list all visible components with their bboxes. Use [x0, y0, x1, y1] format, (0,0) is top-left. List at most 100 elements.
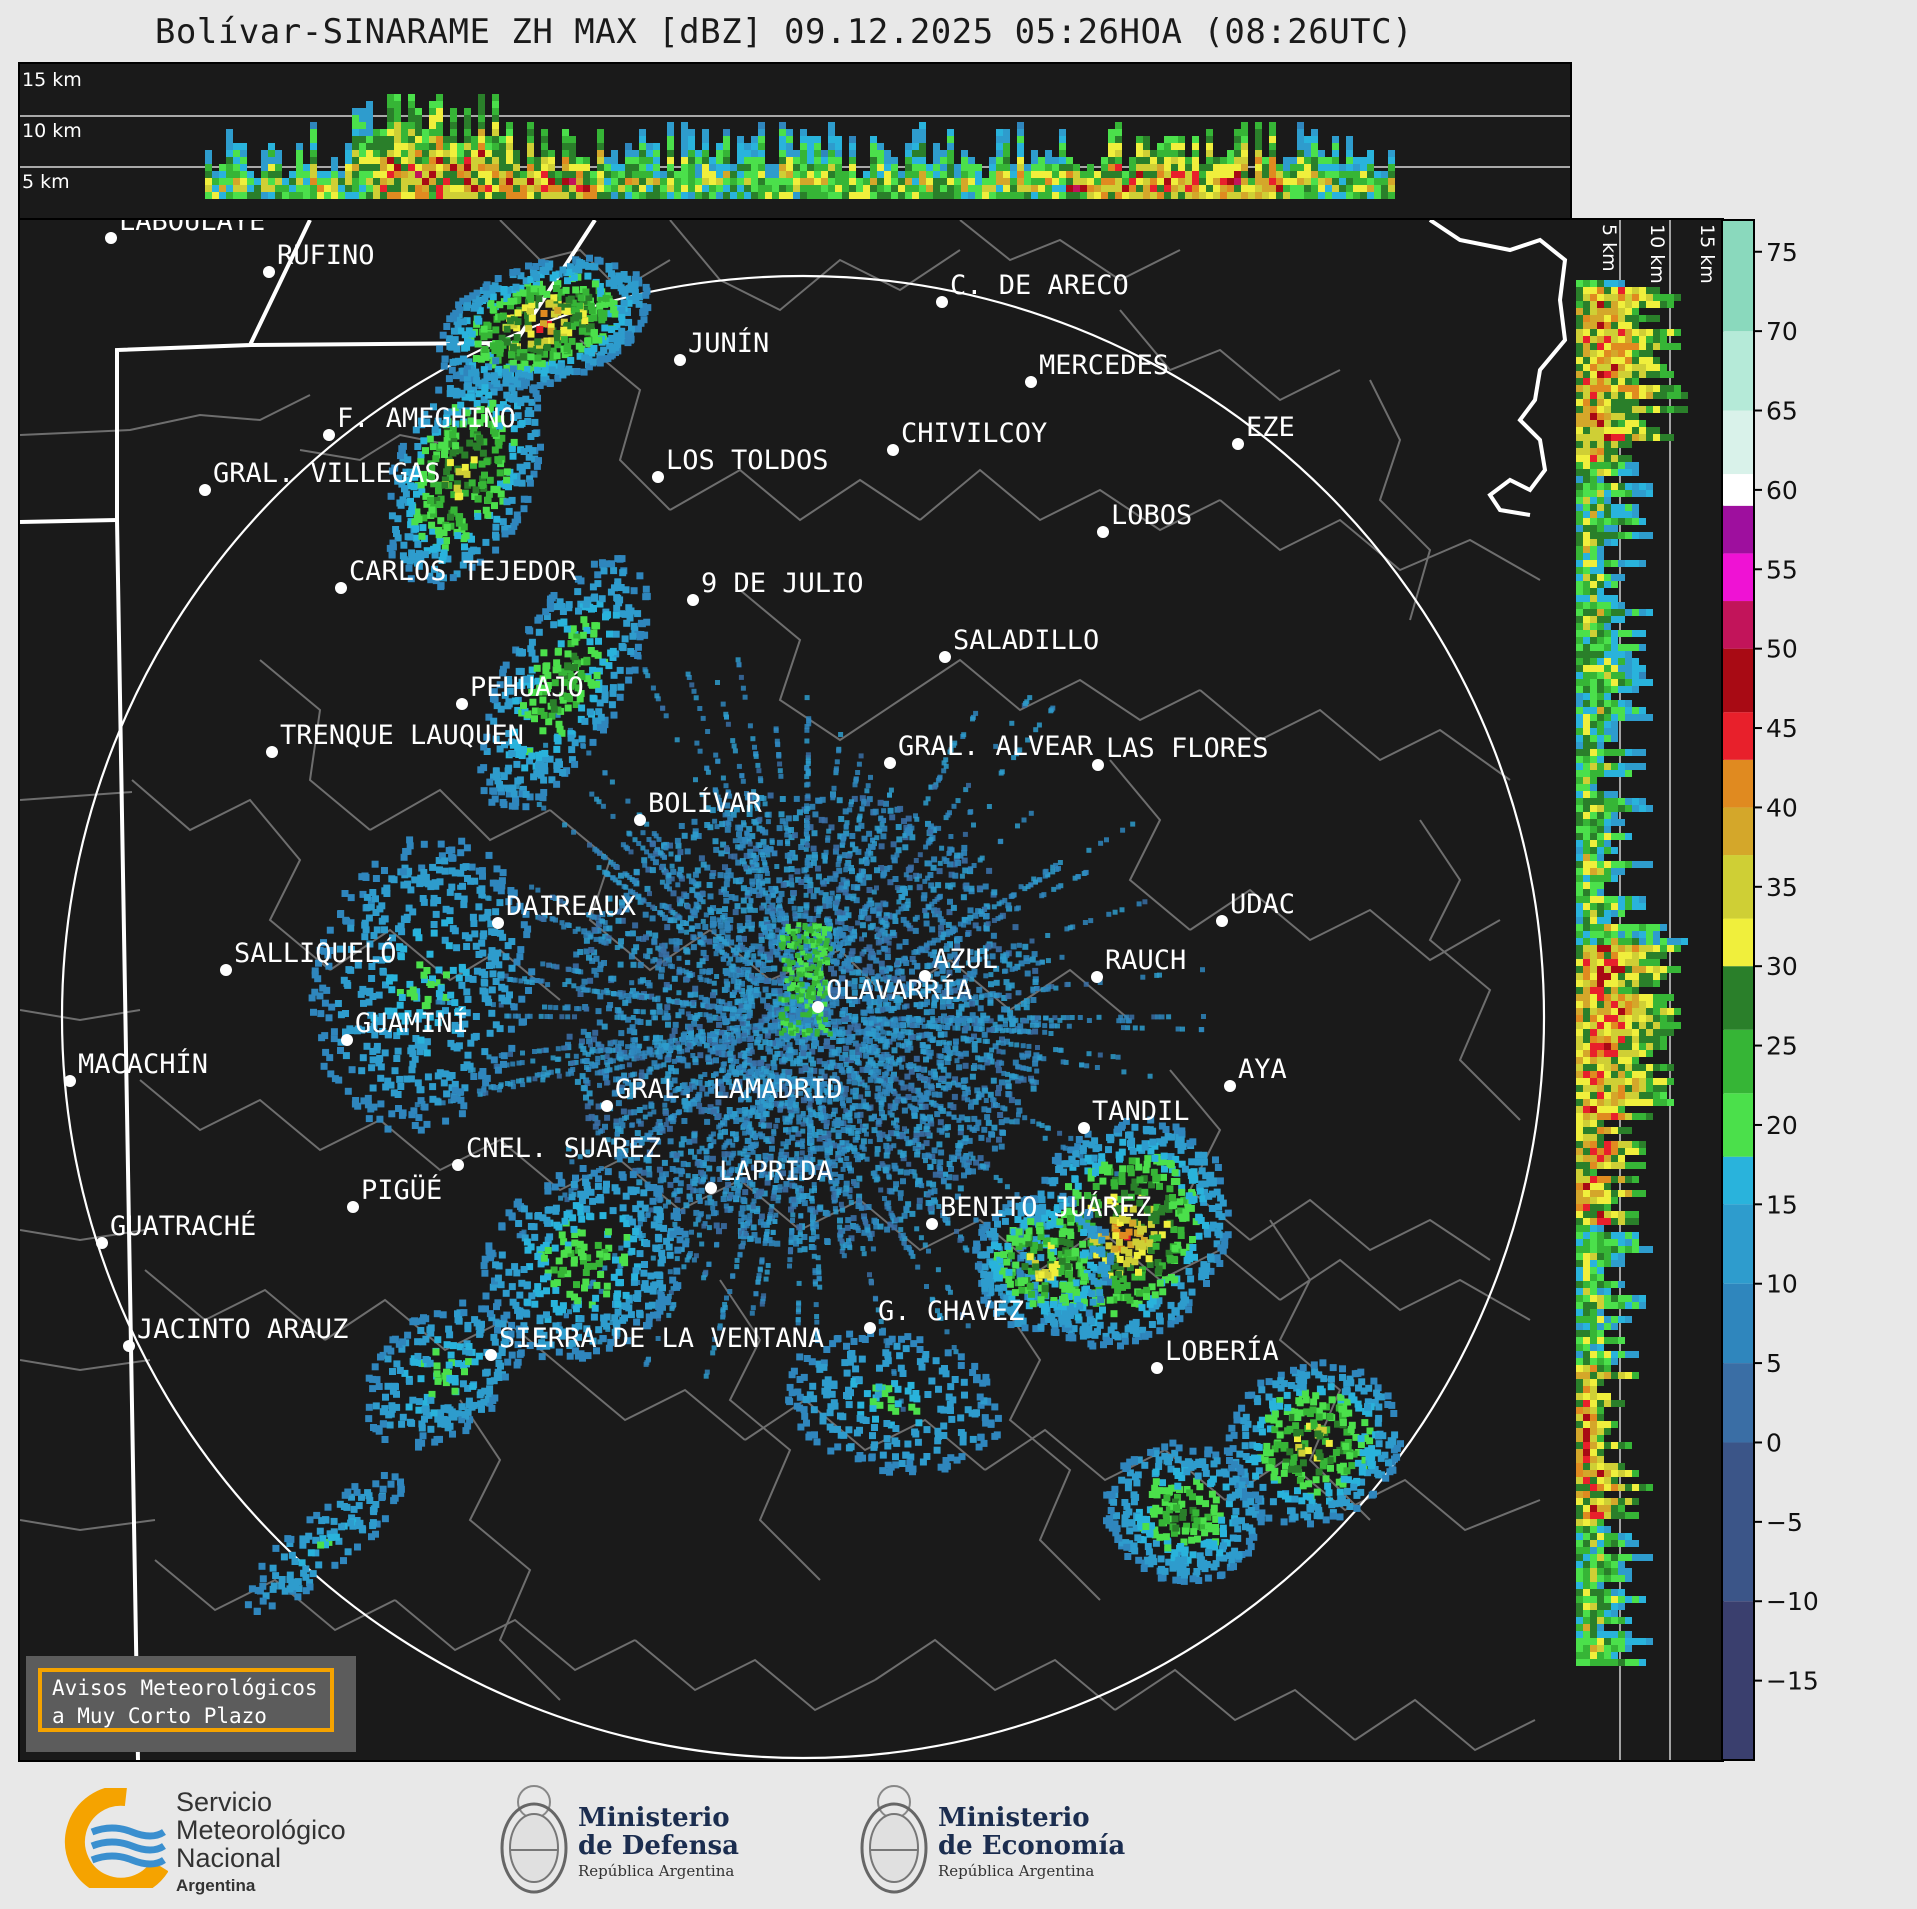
- economia-line-1: Ministerio: [938, 1803, 1090, 1833]
- colorbar-band: [1722, 1204, 1754, 1284]
- city-label: BENITO JUÁREZ: [940, 1191, 1151, 1223]
- city-label: CNEL. SUAREZ: [466, 1133, 661, 1164]
- colorbar-tick-label: 65: [1766, 397, 1798, 426]
- side-cross-section: 5 km 10 km 15 km: [1570, 218, 1724, 1762]
- colorbar-tick-label: 10: [1766, 1270, 1798, 1299]
- economia-line-3: República Argentina: [938, 1862, 1095, 1880]
- city-marker: [123, 1340, 135, 1352]
- height-label-15km: 15 km: [22, 69, 82, 91]
- colorbar-band: [1722, 1093, 1754, 1157]
- colorbar-tick-label: 35: [1766, 873, 1798, 902]
- city-marker: [919, 970, 931, 982]
- colorbar-band: [1722, 220, 1754, 332]
- city-label: TRENQUE LAUQUEN: [280, 720, 524, 751]
- city-label: MERCEDES: [1039, 350, 1169, 381]
- city-label: JACINTO ARAUZ: [137, 1314, 348, 1345]
- height-label-5km: 5 km: [22, 171, 70, 193]
- colorbar-tick-label: 0: [1766, 1428, 1782, 1457]
- city-marker: [1151, 1362, 1163, 1374]
- city-label: TANDIL: [1092, 1096, 1190, 1127]
- economia-text: Ministerio de Economía República Argenti…: [938, 1804, 1125, 1880]
- colorbar-tick-label: 20: [1766, 1111, 1798, 1140]
- city-label: JUNÍN: [688, 327, 769, 359]
- city-label: G. CHAVEZ: [878, 1296, 1024, 1327]
- city-marker: [492, 917, 504, 929]
- city-label: F. AMEGHINO: [337, 403, 516, 434]
- colorbar-tick-label: −5: [1766, 1508, 1803, 1537]
- colorbar-band: [1722, 759, 1754, 808]
- city-label: GRAL. VILLEGAS: [213, 458, 441, 489]
- colorbar-band: [1722, 553, 1754, 602]
- city-label: MACACHÍN: [78, 1048, 208, 1080]
- colorbar-band: [1722, 1029, 1754, 1094]
- city-label: GUAMINÍ: [355, 1007, 469, 1039]
- colorbar-tick-label: 70: [1766, 317, 1798, 346]
- warning-box[interactable]: Avisos Meteorológicos a Muy Corto Plazo: [26, 1656, 356, 1752]
- radar-echoes: [244, 254, 1404, 1615]
- colorbar-band: [1722, 966, 1754, 1030]
- smn-logo: Servicio Meteorológico Nacional Argentin…: [56, 1782, 396, 1895]
- city-label: GUATRACHÉ: [110, 1210, 256, 1242]
- city-label: PIGÜÉ: [361, 1174, 442, 1206]
- city-label: DAIREAUX: [506, 891, 636, 922]
- city-label: EZE: [1246, 412, 1295, 443]
- city-label: RAUCH: [1105, 945, 1186, 976]
- defensa-text: Ministerio de Defensa República Argentin…: [578, 1804, 739, 1880]
- city-marker: [456, 698, 468, 710]
- colorbar-tick-label: 40: [1766, 793, 1798, 822]
- radar-map-svg: LABOULAYE RUFINO C. DE ARECO JUNÍN MERCEDES F…: [20, 220, 1568, 1760]
- city-marker: [266, 746, 278, 758]
- city-marker: [1078, 1122, 1090, 1134]
- city-marker: [1216, 915, 1228, 927]
- city-label: AYA: [1238, 1054, 1287, 1085]
- city-marker: [884, 757, 896, 769]
- colorbar-band: [1722, 1363, 1754, 1443]
- colorbar-band: [1722, 1601, 1754, 1760]
- city-label: PEHUAJÓ: [470, 671, 584, 703]
- coat-of-arms-icon: [860, 1785, 928, 1894]
- city-marker: [939, 651, 951, 663]
- city-label: OLAVARRÍA: [826, 974, 972, 1006]
- city-marker: [64, 1075, 76, 1087]
- side-height-label-15km: 15 km: [1696, 224, 1718, 284]
- colorbar-tick-label: 50: [1766, 635, 1798, 664]
- city-marker: [1232, 438, 1244, 450]
- city-label: GRAL. LAMADRID: [615, 1074, 843, 1105]
- coat-of-arms-icon: [500, 1785, 568, 1894]
- colorbar-band: [1722, 410, 1754, 475]
- city-label: SALLIQUELÓ: [234, 937, 397, 969]
- top-cross-section-svg: 15 km 10 km 5 km: [20, 69, 1570, 199]
- colorbar-tick-label: −10: [1766, 1587, 1819, 1616]
- city-label: SIERRA DE LA VENTANA: [499, 1323, 824, 1354]
- city-label: LAS FLORES: [1106, 733, 1269, 764]
- colorbar-tick-label: 55: [1766, 555, 1798, 584]
- city-marker: [220, 964, 232, 976]
- city-marker: [634, 814, 646, 826]
- city-marker: [323, 429, 335, 441]
- city-marker: [887, 444, 899, 456]
- colorbar-band: [1722, 807, 1754, 856]
- side-echo-profile: [1576, 280, 1688, 1666]
- warning-line-2: a Muy Corto Plazo: [52, 1704, 267, 1728]
- footer: Servicio Meteorológico Nacional Argentin…: [0, 1760, 1917, 1909]
- colorbar-band: [1722, 505, 1754, 554]
- smn-emblem-icon: [64, 1788, 168, 1888]
- city-marker: [335, 582, 347, 594]
- warning-box-label: Avisos Meteorológicos a Muy Corto Plazo: [38, 1668, 334, 1732]
- city-marker: [199, 484, 211, 496]
- colorbar-tick-label: 75: [1766, 238, 1798, 267]
- city-label: 9 DE JULIO: [701, 568, 864, 599]
- smn-line-3: Nacional: [176, 1843, 282, 1873]
- city-label: UDAC: [1230, 889, 1295, 920]
- city-label: LOBERÍA: [1165, 1335, 1279, 1367]
- city-marker: [705, 1182, 717, 1194]
- colorbar-band: [1722, 918, 1754, 967]
- colorbar-frame: [1721, 219, 1755, 1761]
- side-height-label-10km: 10 km: [1646, 224, 1668, 284]
- ministerio-defensa-logo: Ministerio de Defensa República Argentin…: [494, 1780, 794, 1900]
- side-height-label-5km: 5 km: [1598, 224, 1620, 272]
- colorbar-tick-label: −15: [1766, 1667, 1819, 1696]
- city-marker: [96, 1237, 108, 1249]
- defensa-line-2: de Defensa: [578, 1831, 739, 1861]
- city-marker: [485, 1349, 497, 1361]
